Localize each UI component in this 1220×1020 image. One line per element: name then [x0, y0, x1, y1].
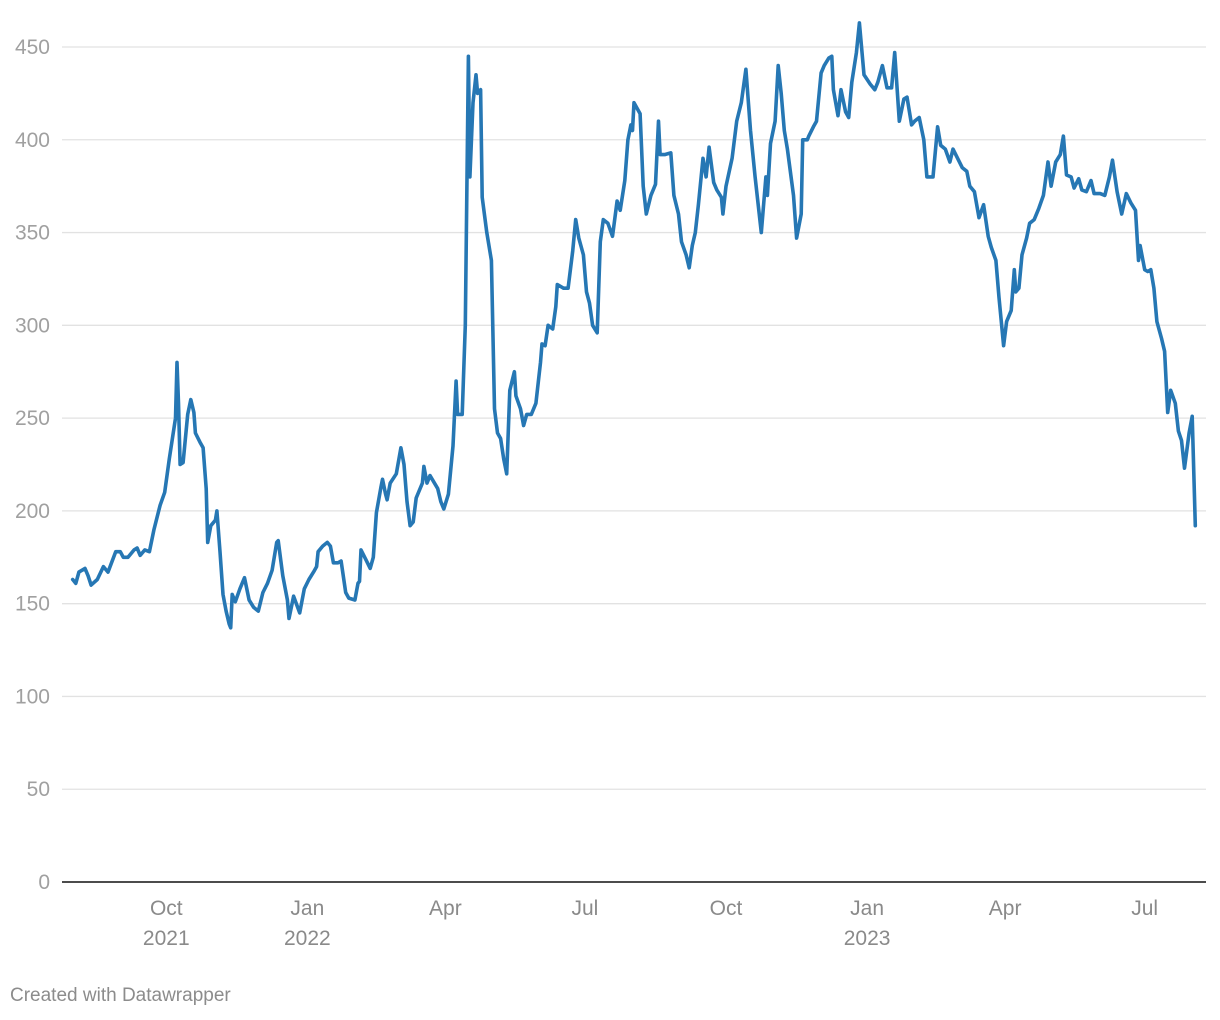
x-tick-label: Apr	[989, 897, 1022, 920]
y-tick-label: 300	[15, 314, 50, 337]
datawrapper-credit: Created with Datawrapper	[10, 985, 231, 1006]
y-tick-label: 150	[15, 593, 50, 616]
y-tick-label: 450	[15, 36, 50, 59]
y-tick-label: 350	[15, 222, 50, 245]
x-tick-label: Jul	[1131, 897, 1158, 920]
x-tick-label: Oct	[150, 897, 183, 920]
gridlines	[62, 46, 1206, 790]
y-tick-label: 250	[15, 407, 50, 430]
y-tick-label: 400	[15, 129, 50, 152]
x-tick-label: Jan	[850, 897, 884, 920]
x-axis-tick-labels: Oct 2021 Jan 2022 Apr Jul Oct Jan 2023 Apr Jul	[143, 897, 1158, 950]
x-tick-label: Apr	[429, 897, 462, 920]
x-tick-year-label: 2023	[844, 927, 891, 950]
y-tick-label: 0	[38, 871, 50, 894]
y-tick-label: 100	[15, 685, 50, 708]
x-tick-label: Jul	[571, 897, 598, 920]
x-tick-label: Oct	[710, 897, 743, 920]
y-tick-label: 200	[15, 500, 50, 523]
x-tick-year-label: 2021	[143, 927, 190, 950]
y-tick-label: 50	[27, 778, 50, 801]
x-tick-label: Jan	[290, 897, 324, 920]
y-axis-tick-labels: 0 50 100 150 200 250 300 350 400 450	[15, 36, 50, 894]
x-tick-year-label: 2022	[284, 927, 331, 950]
series-line	[70, 21, 1198, 630]
